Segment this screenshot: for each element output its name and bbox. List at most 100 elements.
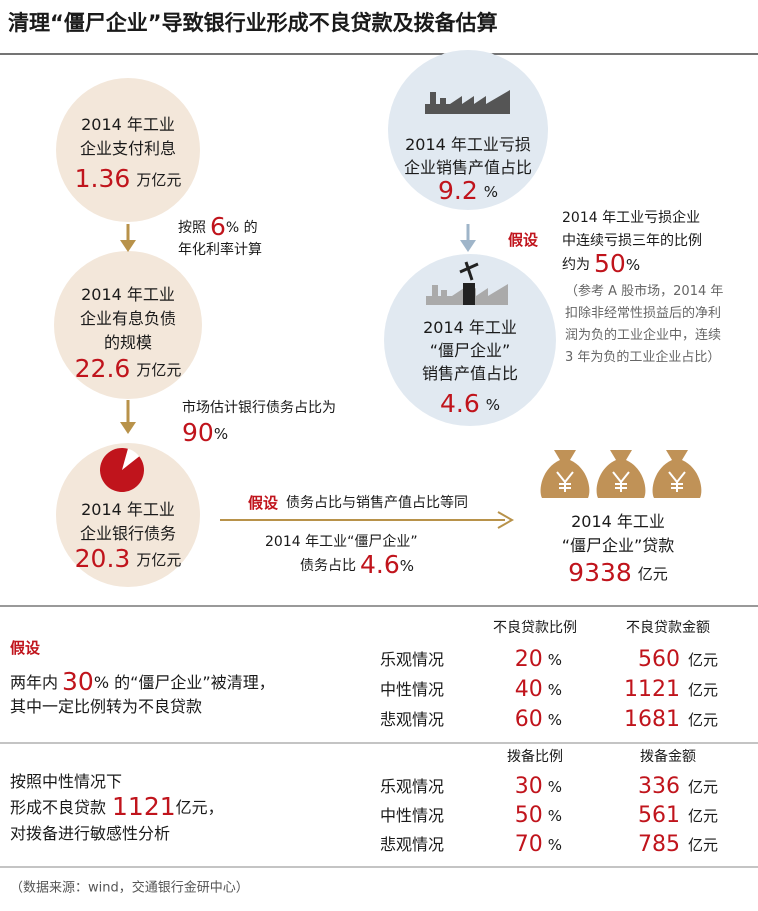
text-span: 30 xyxy=(515,774,543,799)
tag: 假设 xyxy=(508,231,538,249)
text-span: 悲观情况 xyxy=(380,835,444,854)
text-span: 2014 年工业亏损企业 xyxy=(562,209,700,226)
row-unit: 亿元 xyxy=(688,836,718,854)
text-span: 1681 xyxy=(624,707,680,732)
row-label: 乐观情况 xyxy=(380,650,444,669)
circle xyxy=(54,251,202,399)
text-span: % xyxy=(400,557,414,575)
text-span: 2014 年工业 xyxy=(81,500,175,519)
text-span: 拨备金额 xyxy=(640,748,696,765)
text-span: 亿元 xyxy=(638,565,668,583)
text-span: 市场估计银行债务占比为 xyxy=(182,399,336,416)
circle-text: 企业银行债务 xyxy=(80,524,176,543)
assumption-text: 约为 50% xyxy=(562,249,640,278)
arrow xyxy=(460,224,476,252)
assumption-note: 润为负的工业企业中，连续 xyxy=(565,327,721,343)
text-span: 假设 xyxy=(508,231,538,249)
circle-text: 2014 年工业亏损 xyxy=(405,135,531,154)
text-span: 4.6 xyxy=(360,550,400,579)
text-span: 销售产值占比 xyxy=(422,364,518,383)
text-span: 年化利率计算 xyxy=(178,241,262,258)
factory-icon xyxy=(425,90,510,114)
npl-text: 其中一定比例转为不良贷款 xyxy=(10,697,202,716)
text-span: 中连续亏损三年的比例 xyxy=(562,232,702,249)
text-span: 60 xyxy=(515,707,543,732)
text-span: 20 xyxy=(515,647,543,672)
pie-slice xyxy=(100,448,144,492)
text-span: 债务占比与销售产值占比等同 xyxy=(286,494,468,511)
circle-text: “僵尸企业”贷款 xyxy=(562,536,675,555)
assumption-note: （参考 A 股市场，2014 年 xyxy=(565,283,723,299)
row-unit: 亿元 xyxy=(688,681,718,699)
text-span: 1121 xyxy=(624,677,680,702)
text-span: % xyxy=(484,183,498,201)
link-text: 2014 年工业“僵尸企业” xyxy=(265,533,418,550)
note: 年化利率计算 xyxy=(178,241,262,258)
text-span: 亿元 xyxy=(688,711,718,729)
row-label: 悲观情况 xyxy=(380,835,444,854)
text-span: % xyxy=(214,425,228,443)
row-unit: 亿元 xyxy=(688,778,718,796)
text-span: % 的“僵尸企业”被清理， xyxy=(94,673,275,692)
circle-value: 9.2% xyxy=(438,176,498,205)
row-amount: 560 xyxy=(638,647,680,672)
text-span: 乐观情况 xyxy=(380,650,444,669)
text-span: 企业销售产值占比 xyxy=(404,158,532,177)
text-span: 336 xyxy=(638,774,680,799)
circle-text: 企业支付利息 xyxy=(80,139,176,158)
circle-value: 4.6% xyxy=(440,389,500,418)
table-header: 不良贷款比例 xyxy=(493,620,577,636)
row-label: 中性情况 xyxy=(380,806,444,825)
circle-value: 1.36 万亿元 xyxy=(75,164,182,193)
text-span: 约为 xyxy=(562,257,590,273)
tag: 假设 xyxy=(10,639,40,657)
text-span: 其中一定比例转为不良贷款 xyxy=(10,697,202,716)
text-span: “僵尸企业”贷款 xyxy=(562,536,675,555)
row-label: 悲观情况 xyxy=(380,710,444,729)
table-header: 不良贷款金额 xyxy=(626,620,710,636)
money-bags xyxy=(540,450,702,498)
text-span: 亿元 xyxy=(688,836,718,854)
circle-value: 22.6 万亿元 xyxy=(75,354,182,383)
circle-value: 20.3 万亿元 xyxy=(75,544,182,573)
provision-text: 按照中性情况下 xyxy=(10,772,122,791)
text-span: 拨备比例 xyxy=(507,748,563,765)
circle xyxy=(56,443,200,587)
text-span: % xyxy=(548,807,562,825)
text-span: 债务占比 xyxy=(300,558,356,574)
text-span: 1.36 xyxy=(75,164,131,193)
row-pct: 50% xyxy=(515,803,562,828)
text-span: % xyxy=(548,681,562,699)
row-pct: 30% xyxy=(515,774,562,799)
link-text: 债务占比 4.6% xyxy=(300,550,414,579)
circle-text: 2014 年工业 xyxy=(81,500,175,519)
text-span: 1121 xyxy=(112,792,176,821)
text-span: 40 xyxy=(515,677,543,702)
circle xyxy=(56,78,200,222)
text-span: 形成不良贷款 xyxy=(10,798,106,817)
row-pct: 70% xyxy=(515,832,562,857)
text-span: 悲观情况 xyxy=(380,710,444,729)
assumption-note: 3 年为负的工业企业占比） xyxy=(565,349,720,365)
text-span: % xyxy=(486,396,500,414)
note: 90% xyxy=(182,418,228,447)
assumption-text: 中连续亏损三年的比例 xyxy=(562,232,702,249)
row-label: 乐观情况 xyxy=(380,777,444,796)
text-span: 2014 年工业亏损 xyxy=(405,135,531,154)
text-span: 2014 年工业“僵尸企业” xyxy=(265,533,418,550)
text-span: % xyxy=(548,836,562,854)
circle-value: 9338 亿元 xyxy=(568,558,668,587)
table-header: 拨备比例 xyxy=(507,748,563,765)
circle-text: 企业有息负债 xyxy=(80,309,176,328)
text-span: 润为负的工业企业中，连续 xyxy=(565,327,721,343)
text-span: 的规模 xyxy=(104,333,152,352)
text-span: 两年内 xyxy=(10,673,58,692)
text-span: 按照 xyxy=(178,220,206,236)
text-span: 按照中性情况下 xyxy=(10,772,122,791)
text-span: 万亿元 xyxy=(136,551,181,569)
text-span: 亿元 xyxy=(688,807,718,825)
circle-text: 企业销售产值占比 xyxy=(404,158,532,177)
row-pct: 20% xyxy=(515,647,562,672)
text-span: 561 xyxy=(638,803,680,828)
